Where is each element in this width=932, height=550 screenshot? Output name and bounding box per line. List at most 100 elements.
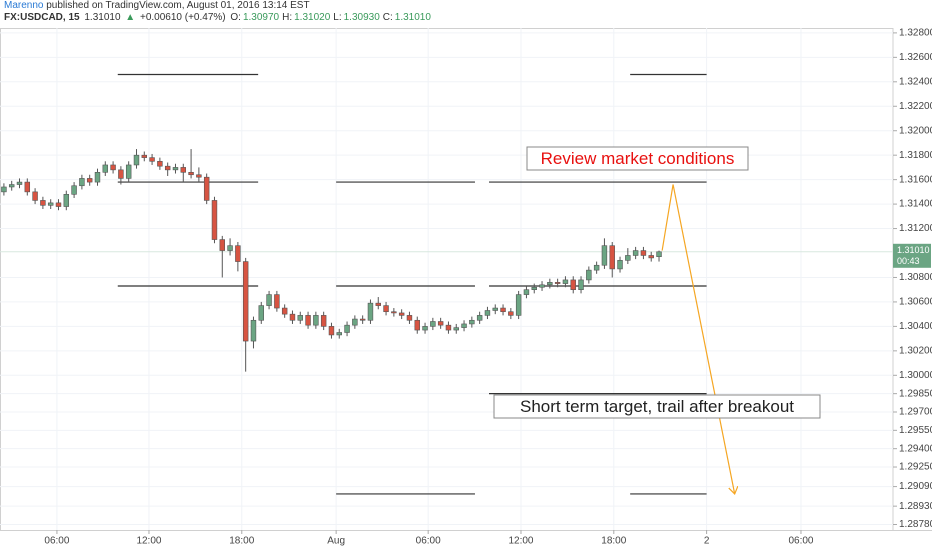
candle-body	[570, 279, 576, 291]
y-tick-label: 1.28780	[899, 519, 932, 530]
y-tick-label: 1.31600	[899, 174, 932, 185]
candle-body	[196, 174, 202, 178]
candle-body	[562, 279, 569, 284]
x-tick-label: 2	[704, 536, 710, 547]
publish-line: Marenno published on TradingView.com, Au…	[4, 0, 436, 12]
ohlc-value: 1.31020	[294, 12, 331, 23]
candle-body	[422, 326, 428, 331]
y-tick-label: 1.31400	[899, 199, 932, 210]
x-tick-label: 12:00	[508, 536, 533, 547]
x-tick-label: 18:00	[601, 536, 626, 547]
ohlc-value: 1.30930	[343, 12, 380, 23]
candle-body	[476, 315, 483, 321]
candle-body	[258, 305, 264, 321]
countdown: 00:43	[897, 256, 920, 266]
ohlc-label: C:	[382, 12, 393, 23]
candle-body	[398, 312, 405, 316]
candle-body	[547, 282, 553, 286]
candle-body	[24, 181, 31, 193]
candle-body	[445, 324, 452, 331]
annotation-text: Short term target, trail after breakout	[520, 397, 794, 416]
candle-body	[102, 164, 109, 173]
candle-body	[344, 324, 350, 333]
candle-body	[352, 318, 358, 326]
candle-body	[219, 239, 225, 251]
candle-body	[8, 184, 15, 188]
candle-body	[375, 302, 381, 306]
candle-body	[539, 284, 545, 288]
candle-body	[461, 323, 467, 328]
candle-body	[235, 245, 241, 262]
ohlc-label: H:	[282, 12, 293, 23]
candle-body	[625, 255, 631, 261]
header: Marenno published on TradingView.com, Au…	[4, 0, 436, 24]
y-tick-label: 1.31200	[899, 223, 932, 234]
candle-body	[617, 260, 623, 270]
candle-body	[149, 157, 155, 162]
x-tick-label: 06:00	[788, 536, 813, 547]
published: published on TradingView.com, August 01,…	[43, 0, 310, 11]
candle-body	[508, 311, 514, 316]
y-tick-label: 1.32800	[899, 28, 932, 39]
candle-body	[515, 294, 522, 316]
candle-body	[125, 164, 132, 179]
ohlc: O: 1.30970 H: 1.31020 L: 1.30930 C: 1.31010	[230, 12, 434, 23]
candle-body	[16, 181, 23, 185]
candle-body	[227, 245, 233, 251]
annotation-text: Review market conditions	[541, 149, 735, 168]
candle-body	[336, 332, 342, 336]
ohlc-value: 1.30970	[242, 12, 280, 23]
candle-body	[71, 185, 77, 195]
x-tick-label: 18:00	[229, 536, 254, 547]
candle-body	[55, 202, 62, 207]
candle-body	[40, 200, 46, 206]
symbol: FX:USDCAD, 15	[4, 12, 80, 23]
candle-body	[383, 305, 389, 313]
candle-body	[281, 307, 288, 315]
candle-body	[118, 169, 124, 179]
annotation-box	[493, 394, 821, 419]
symbol-line: FX:USDCAD, 15 1.31010 ▲ +0.00610 (+0.47%…	[4, 12, 436, 24]
candle-body	[640, 250, 647, 256]
candle-body	[1, 186, 7, 193]
price-tag-label: 1.31010	[897, 245, 930, 255]
candle-body	[266, 294, 272, 306]
candle-body	[554, 282, 561, 284]
x-tick-label: Aug	[327, 536, 345, 547]
candle-body	[578, 279, 584, 291]
candle-body	[469, 319, 475, 325]
candle-body	[601, 245, 608, 266]
candle-body	[328, 326, 335, 336]
y-tick-label: 1.29400	[899, 443, 932, 454]
x-tick-label: 06:00	[416, 536, 441, 547]
y-tick-label: 1.29090	[899, 481, 932, 492]
candle-body	[648, 255, 654, 259]
candle-body	[94, 172, 101, 183]
y-tick-label: 1.32200	[899, 101, 932, 112]
candle-body	[406, 315, 413, 321]
annotation-box	[526, 146, 749, 171]
candle-body	[63, 194, 70, 207]
candle-body	[164, 165, 171, 171]
candle-body	[523, 289, 530, 295]
candle-body	[586, 269, 592, 281]
candle-body	[593, 264, 600, 271]
candle-body	[320, 315, 327, 327]
candle-body	[203, 176, 210, 201]
y-tick-label: 1.32400	[899, 76, 932, 87]
candle-body	[484, 310, 491, 316]
candle-body	[500, 307, 506, 313]
candle-body	[133, 154, 140, 166]
candle-body	[414, 319, 420, 331]
ohlc-label: O:	[230, 12, 241, 23]
candle-body	[359, 318, 366, 321]
y-tick-label: 1.30600	[899, 297, 932, 308]
author: Marenno	[4, 0, 44, 11]
candle-body	[632, 250, 639, 256]
candle-body	[274, 294, 280, 309]
candle-body	[110, 164, 116, 171]
y-tick-label: 1.31800	[899, 150, 932, 161]
y-tick-label: 1.29850	[899, 388, 932, 399]
